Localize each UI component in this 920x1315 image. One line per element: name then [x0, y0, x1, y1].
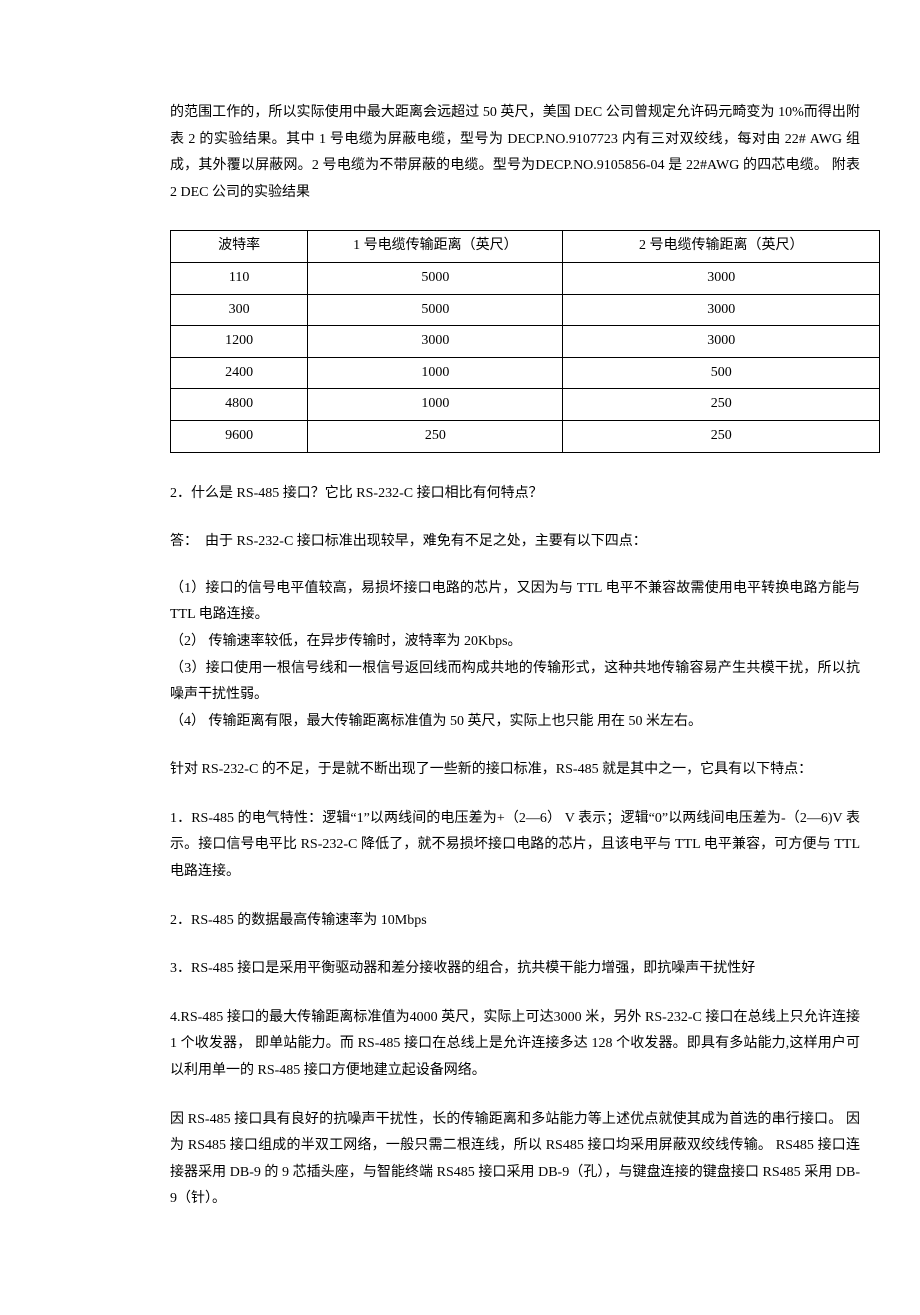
cell-cable2: 250: [563, 389, 880, 421]
table-row: 9600 250 250: [171, 420, 880, 452]
table-header-row: 波特率 1 号电缆传输距离（英尺） 2 号电缆传输距离（英尺）: [171, 231, 880, 263]
col-header-cable1: 1 号电缆传输距离（英尺）: [308, 231, 563, 263]
cell-cable1: 5000: [308, 262, 563, 294]
table-row: 1200 3000 3000: [171, 326, 880, 358]
table-row: 2400 1000 500: [171, 357, 880, 389]
cell-baud: 110: [171, 262, 308, 294]
cell-cable1: 250: [308, 420, 563, 452]
cell-baud: 300: [171, 294, 308, 326]
cell-cable2: 250: [563, 420, 880, 452]
col-header-baud: 波特率: [171, 231, 308, 263]
cell-cable2: 3000: [563, 294, 880, 326]
rs485-feature-3: 3．RS-485 接口是采用平衡驱动器和差分接收器的组合，抗共模干能力增强，即抗…: [170, 956, 860, 983]
intro-paragraph: 的范围工作的，所以实际使用中最大距离会远超过 50 英尺，美国 DEC 公司曾规…: [170, 100, 860, 206]
cell-cable1: 1000: [308, 389, 563, 421]
rs232-shortcomings: （1）接口的信号电平值较高，易损坏接口电路的芯片，又因为与 TTL 电平不兼容故…: [170, 576, 860, 736]
cell-cable2: 3000: [563, 262, 880, 294]
rs485-feature-1: 1．RS-485 的电气特性：逻辑“1”以两线间的电压差为+（2—6） V 表示…: [170, 806, 860, 886]
table-row: 4800 1000 250: [171, 389, 880, 421]
cell-cable1: 5000: [308, 294, 563, 326]
table-row: 300 5000 3000: [171, 294, 880, 326]
cell-baud: 1200: [171, 326, 308, 358]
rs485-conclusion: 因 RS-485 接口具有良好的抗噪声干扰性，长的传输距离和多站能力等上述优点就…: [170, 1107, 860, 1213]
cell-baud: 2400: [171, 357, 308, 389]
col-header-cable2: 2 号电缆传输距离（英尺）: [563, 231, 880, 263]
cell-baud: 9600: [171, 420, 308, 452]
cell-cable2: 500: [563, 357, 880, 389]
document-page: 的范围工作的，所以实际使用中最大距离会远超过 50 英尺，美国 DEC 公司曾规…: [0, 0, 920, 1315]
question-2: 2．什么是 RS-485 接口？它比 RS-232-C 接口相比有何特点？: [170, 481, 860, 508]
cell-baud: 4800: [171, 389, 308, 421]
cell-cable2: 3000: [563, 326, 880, 358]
answer-2-lead: 答： 由于 RS-232-C 接口标准出现较早，难免有不足之处，主要有以下四点：: [170, 529, 860, 556]
cell-cable1: 1000: [308, 357, 563, 389]
rs485-intro: 针对 RS-232-C 的不足，于是就不断出现了一些新的接口标准，RS-485 …: [170, 757, 860, 784]
rs485-feature-4: 4.RS-485 接口的最大传输距离标准值为4000 英尺，实际上可达3000 …: [170, 1005, 860, 1085]
rs485-feature-2: 2．RS-485 的数据最高传输速率为 10Mbps: [170, 908, 860, 935]
table-row: 110 5000 3000: [171, 262, 880, 294]
cell-cable1: 3000: [308, 326, 563, 358]
dec-results-table: 波特率 1 号电缆传输距离（英尺） 2 号电缆传输距离（英尺） 110 5000…: [170, 230, 880, 452]
